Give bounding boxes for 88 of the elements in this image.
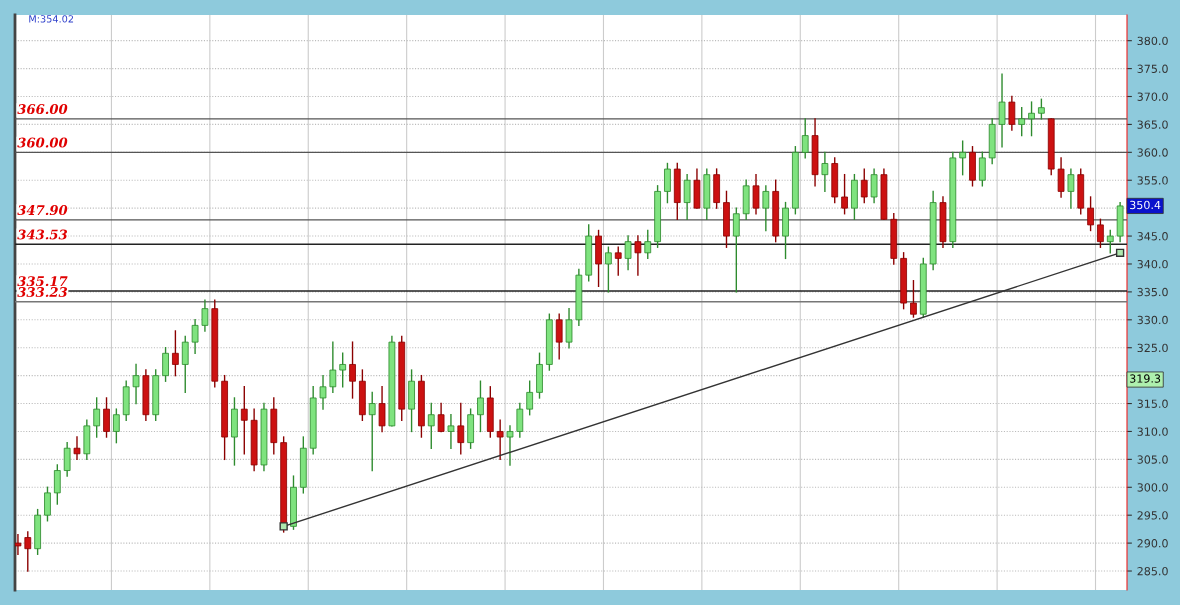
ref-line-label: 343.53	[17, 229, 68, 240]
y-tick-label: 285.0	[1137, 566, 1168, 576]
annotation: 350.4	[1130, 200, 1161, 210]
candlestick	[860, 168, 868, 204]
candlestick	[162, 347, 169, 382]
candlestick	[614, 246, 622, 276]
candlestick	[496, 419, 504, 461]
candlestick	[526, 380, 534, 416]
y-tick-label: 345.0	[1137, 232, 1168, 241]
candlestick	[477, 380, 484, 433]
candlestick	[634, 235, 642, 276]
candlestick	[329, 341, 337, 394]
ref-line-label: 360.00	[17, 137, 68, 148]
candlestick	[1028, 101, 1035, 137]
candlestick	[624, 235, 632, 271]
candlestick	[191, 319, 199, 354]
candlestick	[732, 207, 740, 293]
y-tick-label: 330.0	[1137, 315, 1168, 325]
y-tick-label: 310.0	[1137, 427, 1168, 436]
candlestick	[240, 386, 248, 455]
ref-line-label: 366.00	[17, 104, 68, 115]
candlestick	[103, 397, 110, 438]
y-tick-label: 290.0	[1137, 539, 1168, 548]
candlestick	[752, 173, 760, 215]
candlestick	[1067, 168, 1075, 209]
y-tick-label: 295.0	[1137, 511, 1168, 520]
candlestick	[605, 246, 612, 293]
y-tick-label: 335.0	[1137, 287, 1168, 297]
candlestick	[910, 280, 917, 318]
candlestick	[437, 402, 445, 433]
candlestick	[1097, 218, 1104, 248]
candlestick	[683, 173, 691, 221]
y-tick-label: 360.0	[1137, 148, 1168, 157]
candlestick	[801, 118, 809, 159]
candlestick	[555, 313, 563, 360]
annotation: 319.3	[1130, 374, 1161, 383]
candlestick	[664, 162, 671, 204]
candlestick	[1057, 157, 1065, 198]
candlestick	[870, 168, 878, 204]
candlestick	[172, 330, 179, 377]
candlestick	[978, 151, 986, 187]
candlestick	[181, 335, 189, 394]
candlestick	[93, 397, 101, 438]
y-tick-label: 340.0	[1137, 259, 1168, 269]
candlestick	[821, 151, 829, 193]
candlestick	[998, 73, 1006, 148]
y-tick-label: 325.0	[1137, 343, 1168, 353]
candlestick	[457, 402, 465, 455]
candlestick	[447, 414, 455, 449]
candlestick	[132, 363, 140, 405]
y-tick-label: 365.0	[1137, 120, 1168, 129]
candlestick	[53, 464, 61, 505]
candlestick	[24, 531, 32, 572]
candlestick	[319, 374, 327, 410]
y-tick-label: 300.0	[1137, 483, 1168, 492]
candlestick	[516, 402, 524, 438]
candlestick	[378, 386, 386, 433]
candlestick	[1106, 229, 1114, 254]
candlestick	[339, 352, 347, 388]
y-tick-label: 305.0	[1137, 455, 1168, 464]
candlestick	[427, 402, 435, 449]
candlestick	[1087, 196, 1094, 232]
candlestick	[349, 341, 356, 399]
candlestick	[368, 391, 376, 472]
candlestick	[63, 441, 71, 477]
candlestick	[201, 299, 209, 332]
y-tick-label: 315.0	[1137, 399, 1168, 408]
candlestick	[1018, 106, 1026, 137]
y-tick-label: 370.0	[1137, 92, 1168, 101]
y-tick-label: 375.0	[1137, 64, 1168, 73]
ref-line-label: 347.90	[17, 205, 68, 216]
y-tick-label: 355.0	[1137, 176, 1168, 185]
candlestick	[44, 486, 51, 522]
candlestick	[644, 229, 652, 260]
candlestick	[565, 307, 573, 349]
y-tick-label: 380.0	[1137, 36, 1168, 46]
ref-line-label: 335.17	[17, 276, 68, 287]
candlestick	[15, 534, 22, 555]
candlestick	[1008, 95, 1016, 131]
candlestick	[1038, 98, 1045, 120]
candlestick	[506, 425, 514, 466]
candlestick	[841, 173, 848, 215]
candlestick	[762, 185, 770, 232]
candlestick	[112, 408, 120, 444]
candlestick	[959, 140, 967, 176]
annotation: M:354.02	[29, 15, 74, 23]
candlestick	[73, 436, 81, 461]
ref-line-label: 333.23	[17, 287, 68, 297]
